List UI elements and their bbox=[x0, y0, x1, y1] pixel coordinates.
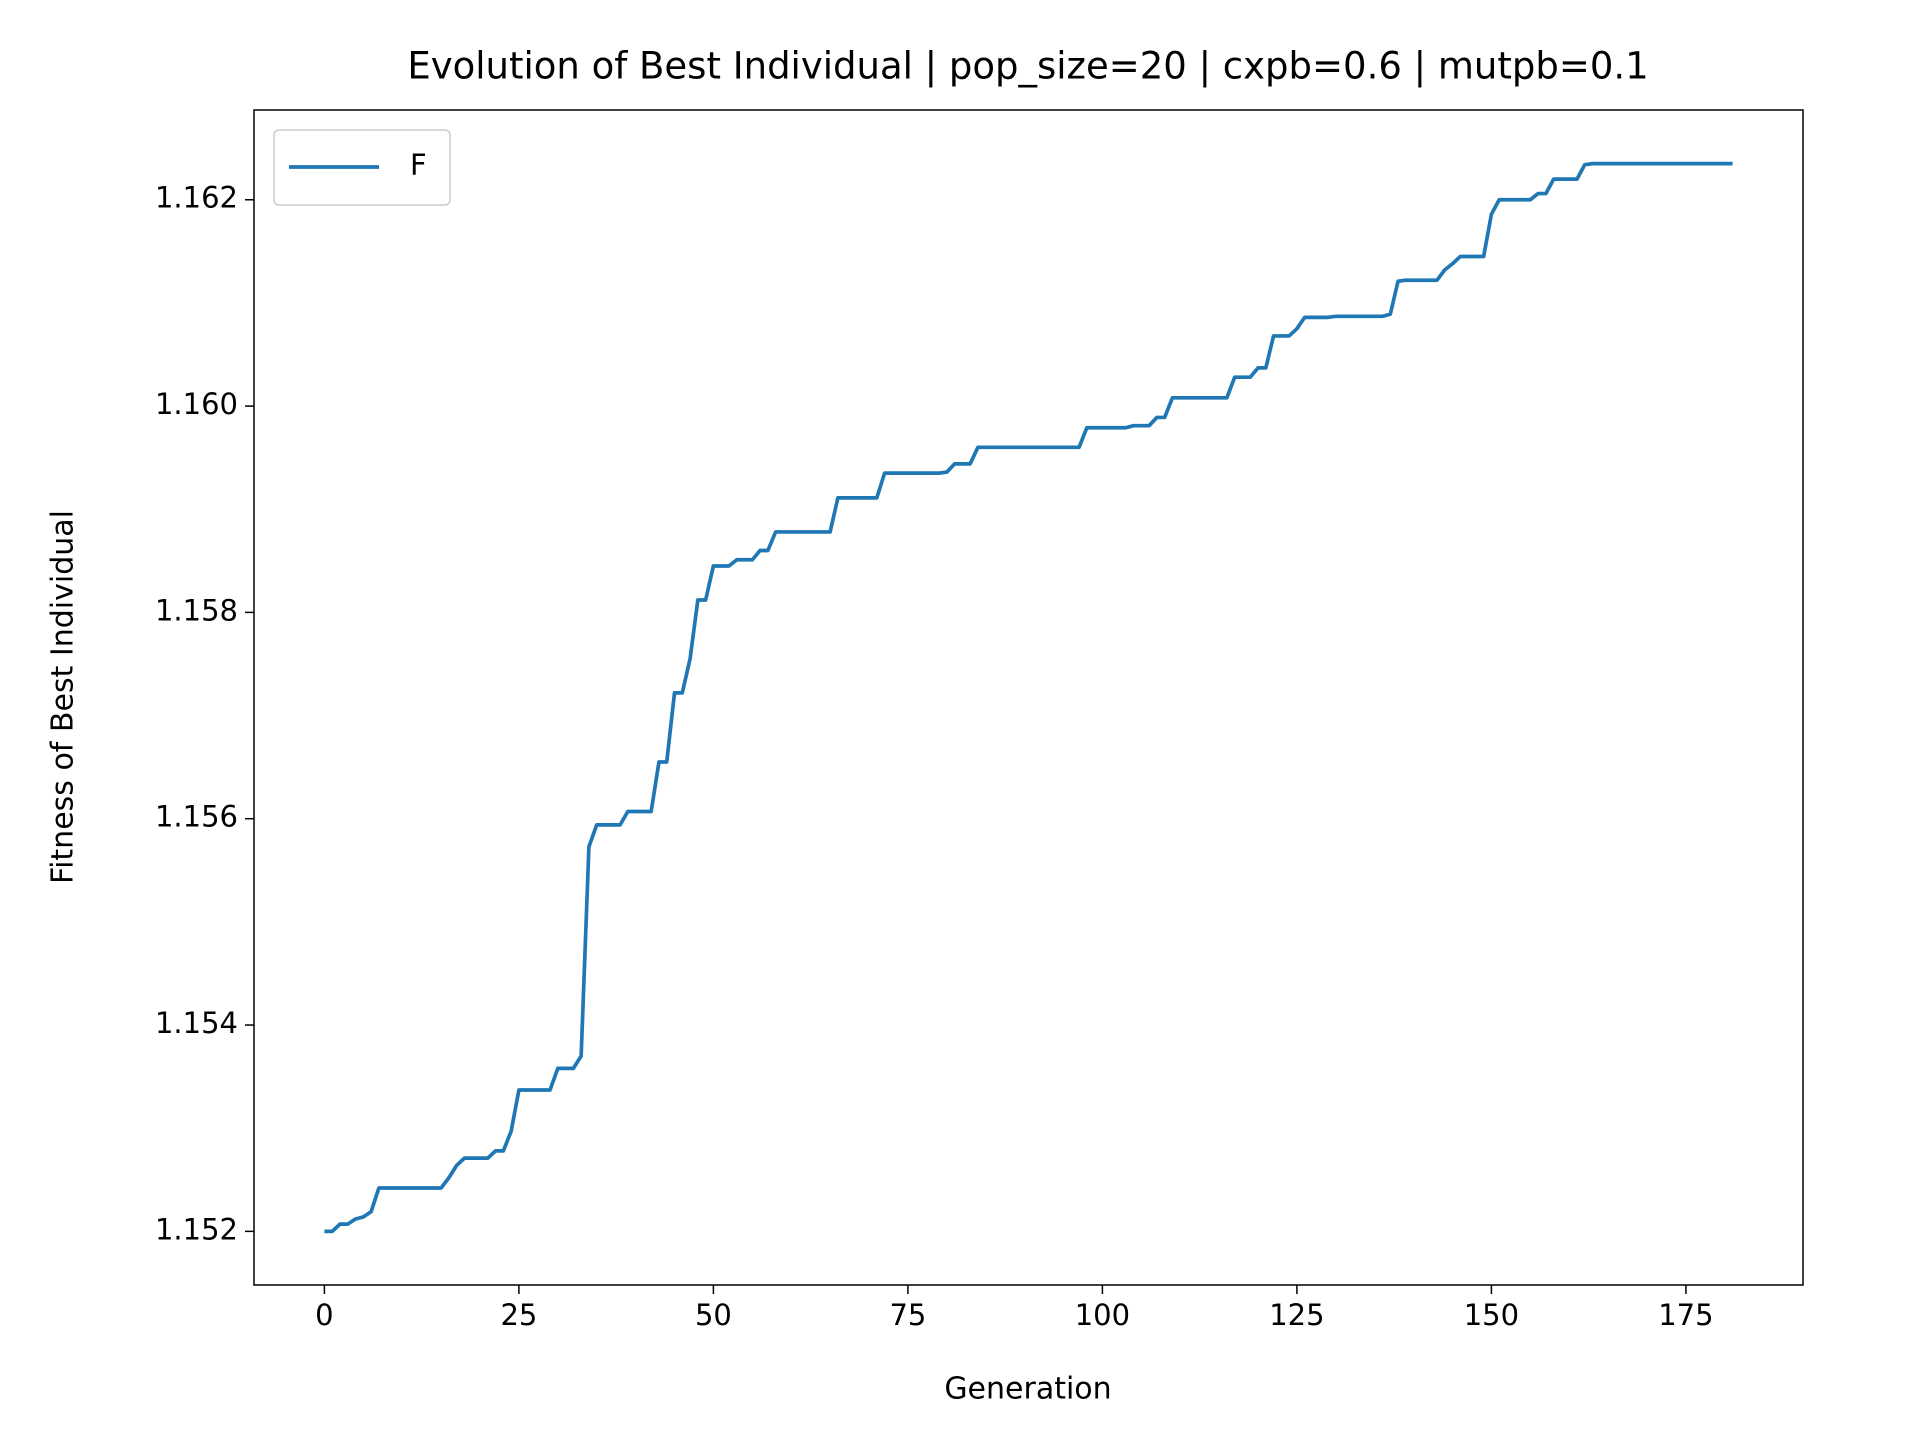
x-tick-label: 175 bbox=[1658, 1298, 1713, 1332]
y-tick-label: 1.152 bbox=[155, 1212, 238, 1246]
x-tick-label: 75 bbox=[889, 1298, 926, 1332]
y-tick-label: 1.154 bbox=[155, 1006, 238, 1040]
chart-title: Evolution of Best Individual | pop_size=… bbox=[407, 45, 1648, 88]
y-tick-label: 1.160 bbox=[155, 387, 238, 421]
y-tick-label: 1.162 bbox=[155, 181, 238, 215]
data-line bbox=[324, 161, 1733, 1234]
y-axis-label: Fitness of Best Individual bbox=[46, 510, 81, 884]
x-tick-label: 25 bbox=[500, 1298, 537, 1332]
y-tick-label: 1.158 bbox=[155, 593, 238, 627]
plot-frame bbox=[253, 109, 1804, 1286]
x-tick-label: 50 bbox=[695, 1298, 732, 1332]
legend-label: F bbox=[410, 148, 427, 182]
x-tick-label: 150 bbox=[1464, 1298, 1519, 1332]
y-tick-label: 1.156 bbox=[155, 800, 238, 834]
x-tick-label: 125 bbox=[1269, 1298, 1324, 1332]
x-tick-label: 100 bbox=[1075, 1298, 1130, 1332]
x-axis-label: Generation bbox=[944, 1372, 1111, 1407]
x-tick-label: 0 bbox=[315, 1298, 333, 1332]
